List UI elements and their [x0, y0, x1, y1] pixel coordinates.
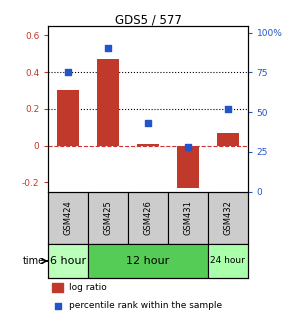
Text: GSM432: GSM432: [223, 200, 232, 235]
Point: [225, 106, 230, 112]
Bar: [88, 245, 208, 278]
Bar: [48, 245, 88, 278]
Point: [106, 46, 110, 51]
Text: GSM431: GSM431: [183, 200, 192, 235]
Text: 24 hour: 24 hour: [210, 256, 245, 266]
Text: 6 hour: 6 hour: [50, 256, 86, 266]
Bar: [97, 59, 119, 146]
Point: [185, 145, 190, 150]
Text: percentile rank within the sample: percentile rank within the sample: [69, 301, 222, 310]
Bar: [128, 192, 168, 245]
Bar: [208, 192, 248, 245]
Title: GDS5 / 577: GDS5 / 577: [115, 13, 181, 26]
Text: 12 hour: 12 hour: [126, 256, 170, 266]
Text: GSM424: GSM424: [64, 201, 73, 235]
Bar: [137, 144, 159, 146]
Bar: [88, 192, 128, 245]
Bar: [52, 284, 63, 292]
Text: time: time: [23, 256, 45, 266]
Text: GSM425: GSM425: [104, 201, 113, 235]
Text: GSM426: GSM426: [144, 200, 152, 235]
Point: [146, 121, 150, 126]
Bar: [217, 133, 239, 146]
Bar: [48, 192, 88, 245]
Bar: [168, 192, 208, 245]
Bar: [57, 91, 79, 146]
Bar: [177, 146, 199, 188]
Text: log ratio: log ratio: [69, 283, 107, 292]
Point: [55, 303, 60, 309]
Point: [66, 70, 71, 75]
Bar: [208, 245, 248, 278]
